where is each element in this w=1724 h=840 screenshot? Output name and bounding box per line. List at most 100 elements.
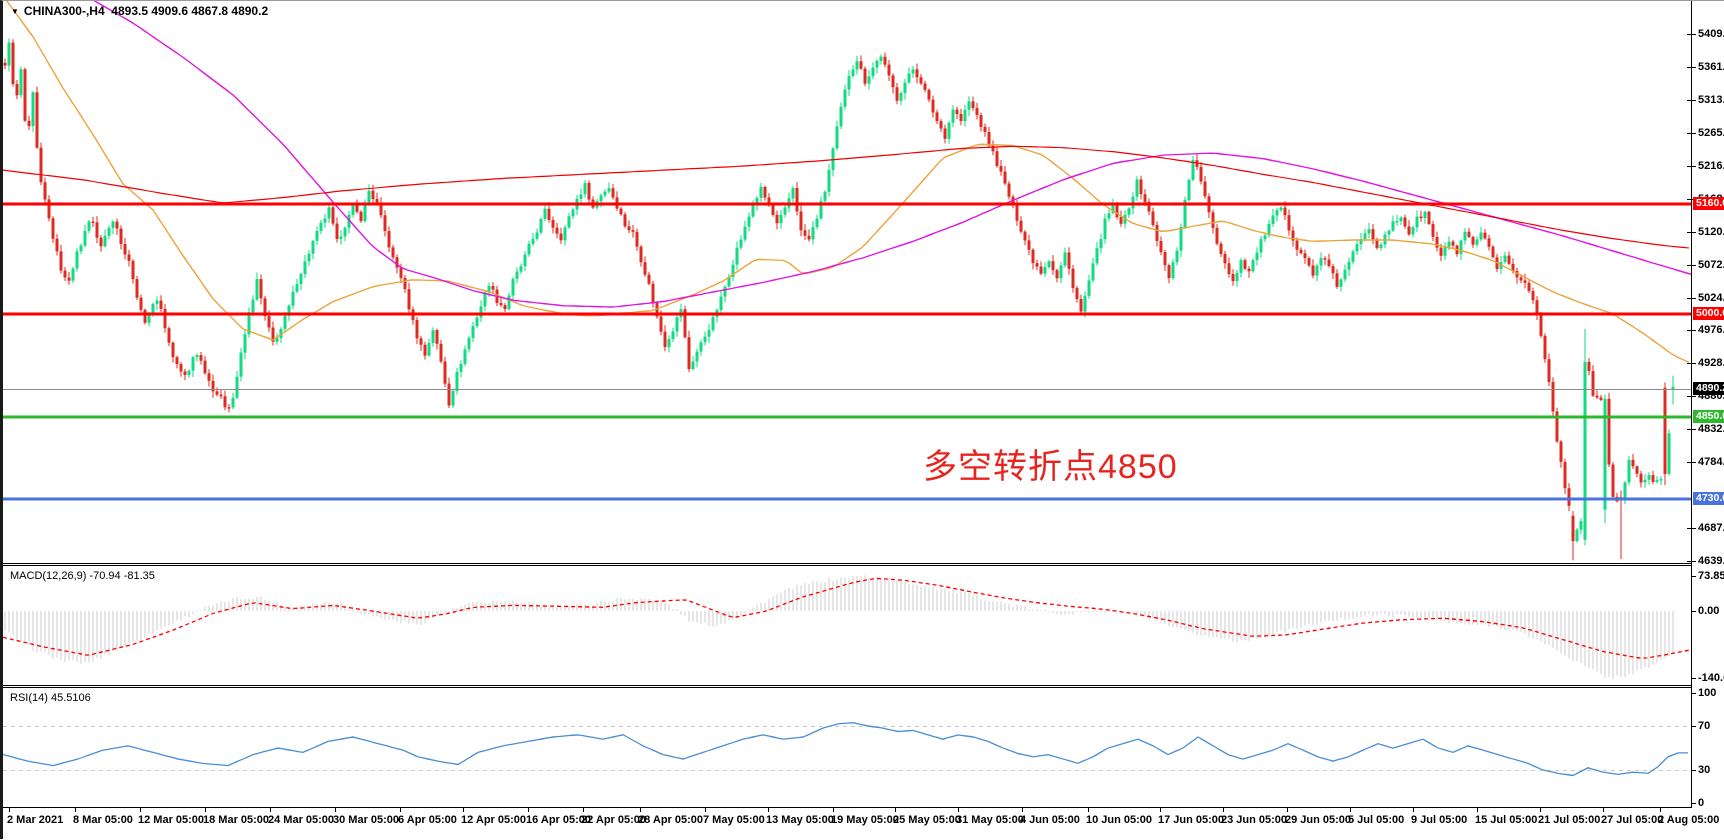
date-tick [1540, 808, 1541, 812]
date-label: 31 May 05:00 [956, 814, 1024, 826]
date-label: 17 Jun 05:00 [1158, 814, 1225, 826]
axis-tick [1692, 428, 1696, 430]
date-tick [1160, 808, 1161, 812]
axis-tick [1692, 231, 1696, 233]
rsi-panel-canvas[interactable] [3, 689, 1691, 807]
current-price-badge: 4890.2 [1693, 382, 1724, 396]
price-level-badge-5160.0: 5160.0 [1693, 197, 1724, 211]
chevron-down-icon[interactable]: ▼ [11, 7, 19, 16]
axis-tick [1692, 264, 1696, 266]
date-label: 12 Apr 05:00 [461, 814, 527, 826]
price-axis-label: 4784.0 [1698, 455, 1724, 468]
panel-separator[interactable] [3, 563, 1691, 566]
date-label: 15 Jul 05:00 [1475, 814, 1538, 826]
price-axis-label: 5313.0 [1698, 93, 1724, 106]
date-tick [400, 808, 401, 812]
chart-annotation-text[interactable]: 多空转折点4850 [923, 448, 1178, 486]
date-label: 9 Jul 05:00 [1411, 814, 1468, 826]
price-level-badge-5000.0: 5000.0 [1693, 306, 1724, 320]
date-label: 25 May 05:00 [893, 814, 961, 826]
date-label: 8 Mar 05:00 [73, 814, 133, 826]
rsi-axis-label: 30 [1698, 764, 1711, 776]
date-tick [528, 808, 529, 812]
axis-tick [1692, 166, 1696, 168]
date-label: 10 Jun 05:00 [1086, 814, 1153, 826]
date-tick [705, 808, 706, 812]
price-axis-label: 4976.0 [1698, 324, 1724, 337]
date-label: 29 Jun 05:00 [1285, 814, 1352, 826]
axis-tick [1692, 330, 1696, 332]
date-label: 19 May 05:00 [831, 814, 899, 826]
date-label: 5 Jul 05:00 [1348, 814, 1405, 826]
price-axis-label: 4687.0 [1698, 522, 1724, 535]
date-tick [75, 808, 76, 812]
axis-tick [1692, 363, 1696, 365]
price-axis-label: 4832.0 [1698, 422, 1724, 435]
axis-tick [1692, 611, 1696, 613]
date-tick [640, 808, 641, 812]
date-tick [1350, 808, 1351, 812]
date-tick [583, 808, 584, 812]
date-label: 16 Apr 05:00 [526, 814, 592, 826]
chart-bottom-border [3, 807, 1692, 808]
axis-tick [1692, 297, 1696, 299]
axis-tick [1692, 99, 1696, 101]
price-axis-label: 5216.0 [1698, 160, 1724, 173]
date-tick [768, 808, 769, 812]
date-tick [895, 808, 896, 812]
axis-tick [1692, 132, 1696, 134]
macd-axis-label: -140.67 [1698, 672, 1724, 684]
date-tick [1022, 808, 1023, 812]
price-axis-label: 4639.0 [1698, 555, 1724, 567]
price-axis-label: 5361.0 [1698, 60, 1724, 73]
date-label: 22 Apr 05:00 [581, 814, 647, 826]
date-tick [1477, 808, 1478, 812]
price-axis-label: 5024.0 [1698, 291, 1724, 304]
date-label: 18 Mar 05:00 [203, 814, 270, 826]
date-tick [833, 808, 834, 812]
macd-axis-label: 73.85 [1698, 570, 1724, 582]
date-label: 21 Jul 05:00 [1538, 814, 1601, 826]
date-tick [270, 808, 271, 812]
rsi-indicator-label: RSI(14) 45.5106 [10, 692, 91, 704]
date-label: 28 Apr 05:00 [638, 814, 704, 826]
panel-separator[interactable] [3, 685, 1691, 688]
date-label: 27 Jul 05:00 [1601, 814, 1664, 826]
rsi-axis-label: 0 [1698, 797, 1705, 809]
chart-title: ▼ CHINA300-,H4 4893.5 4909.6 4867.8 4890.… [11, 4, 268, 18]
date-tick [1660, 808, 1661, 812]
axis-tick [1692, 528, 1696, 530]
ohlc-values: 4893.5 4909.6 4867.8 4890.2 [111, 4, 269, 18]
main-chart-canvas[interactable] [3, 1, 1691, 563]
macd-indicator-label: MACD(12,26,9) -70.94 -81.35 [10, 570, 155, 582]
axis-tick [1692, 561, 1696, 562]
price-level-badge-4730.0: 4730.0 [1693, 491, 1724, 505]
date-label: 2 Aug 05:00 [1658, 814, 1720, 826]
date-tick [1088, 808, 1089, 812]
date-label: 24 Mar 05:00 [268, 814, 335, 826]
axis-tick [1692, 678, 1696, 679]
axis-tick [1692, 66, 1696, 68]
date-tick [335, 808, 336, 812]
axis-tick [1692, 576, 1696, 577]
date-tick [958, 808, 959, 812]
price-axis-label: 5265.0 [1698, 126, 1724, 139]
date-label: 23 Jun 05:00 [1221, 814, 1288, 826]
date-tick [140, 808, 141, 812]
date-tick [1413, 808, 1414, 812]
macd-panel-canvas[interactable] [3, 567, 1691, 685]
date-label: 30 Mar 05:00 [333, 814, 400, 826]
time-axis[interactable]: 2 Mar 2021 8 Mar 05:00 12 Mar 05:00 18 Mar … [3, 808, 1724, 840]
price-axis-label: 4928.0 [1698, 357, 1724, 370]
macd-axis-label: 0.00 [1698, 605, 1720, 618]
axis-tick [1692, 726, 1696, 727]
date-tick [1287, 808, 1288, 812]
price-level-badge-4850.0: 4850.0 [1693, 409, 1724, 423]
date-label: 4 Jun 05:00 [1020, 814, 1080, 826]
axis-tick [1692, 396, 1696, 398]
axis-tick [1692, 693, 1696, 694]
axis-tick [1692, 461, 1696, 463]
date-tick [463, 808, 464, 812]
symbol-timeframe-label: CHINA300-,H4 [23, 4, 105, 18]
price-axis[interactable]: 5409.05361.05313.05265.05216.05168.05120… [1691, 1, 1724, 809]
